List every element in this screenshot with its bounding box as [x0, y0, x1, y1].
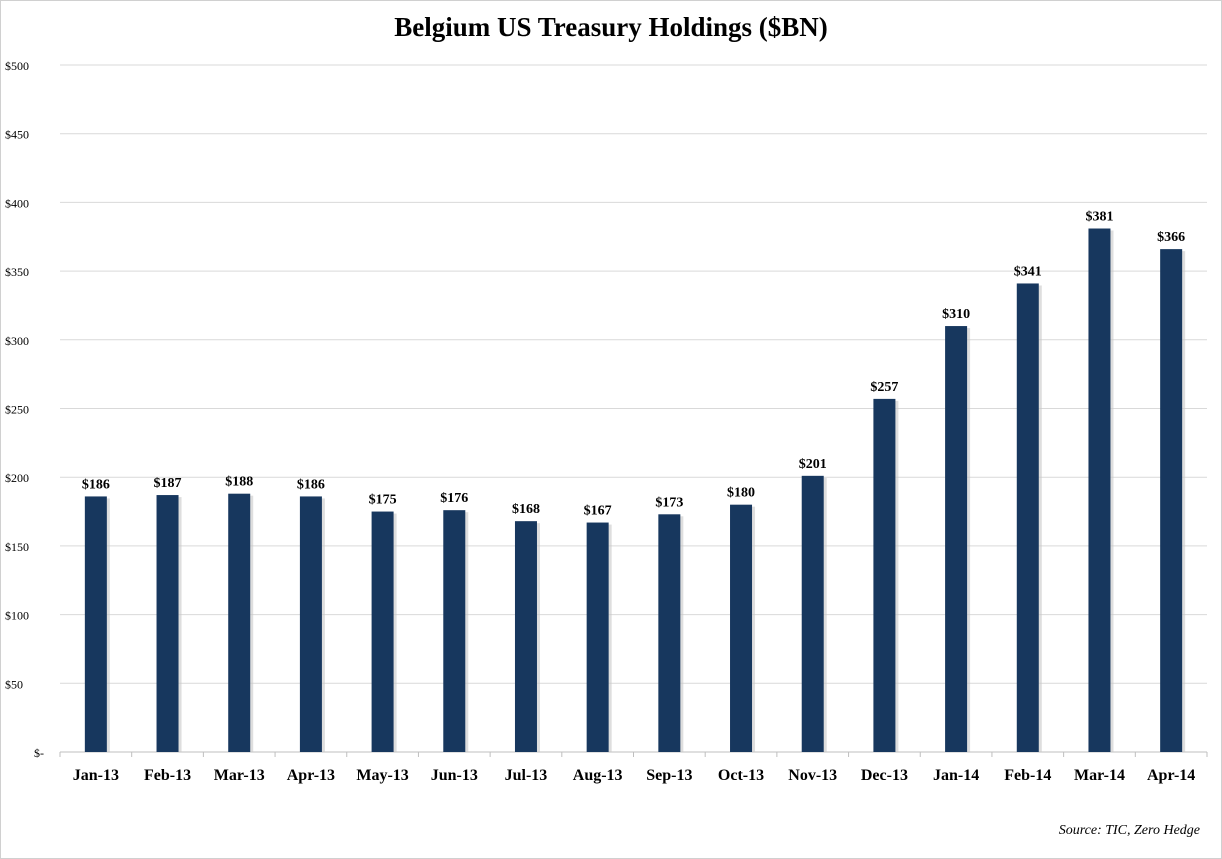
bar — [658, 514, 681, 752]
x-tick-label: Apr-14 — [1147, 767, 1195, 784]
data-label: $201 — [799, 457, 827, 472]
data-label: $180 — [727, 486, 755, 501]
bar — [1016, 283, 1039, 752]
data-label: $186 — [297, 477, 325, 492]
bar — [945, 326, 968, 752]
y-tick-label: $450 — [5, 128, 29, 142]
x-tick-label: Jan-14 — [933, 767, 979, 784]
bar — [156, 495, 179, 752]
x-tick-label: Sep-13 — [646, 767, 692, 784]
x-tick-label: Oct-13 — [718, 767, 764, 784]
bar — [1088, 228, 1111, 753]
data-label: $167 — [584, 504, 612, 519]
data-label: $188 — [225, 475, 253, 490]
chart-title: Belgium US Treasury Holdings ($BN) — [394, 12, 828, 42]
data-label: $310 — [942, 307, 970, 322]
x-tick-label: Jul-13 — [505, 767, 548, 784]
x-tick-label: May-13 — [356, 767, 408, 784]
x-tick-label: Jan-13 — [73, 767, 119, 784]
bar — [443, 510, 466, 752]
data-label: $341 — [1014, 264, 1042, 279]
y-tick-label: $- — [34, 746, 44, 760]
bar — [299, 496, 322, 752]
data-label: $186 — [82, 477, 110, 492]
x-tick-label: Dec-13 — [861, 767, 908, 784]
data-label: $176 — [440, 491, 468, 506]
y-tick-label: $100 — [5, 609, 29, 623]
bar — [873, 398, 896, 752]
x-tick-label: Aug-13 — [573, 767, 623, 784]
y-tick-label: $50 — [5, 677, 23, 691]
bar — [371, 511, 394, 752]
data-label: $187 — [154, 476, 182, 491]
bar — [84, 496, 107, 752]
x-tick-label: Feb-13 — [144, 767, 191, 784]
x-tick-label: Mar-14 — [1074, 767, 1125, 784]
data-label: $168 — [512, 502, 540, 517]
y-tick-label: $200 — [5, 471, 29, 485]
x-tick-label: Mar-13 — [214, 767, 265, 784]
data-label: $366 — [1157, 230, 1185, 245]
data-label: $175 — [369, 493, 397, 508]
bar — [586, 522, 609, 752]
data-label: $257 — [870, 380, 898, 395]
x-tick-label: Nov-13 — [788, 767, 837, 784]
bar — [801, 475, 824, 752]
y-tick-label: $350 — [5, 265, 29, 279]
x-tick-label: Feb-14 — [1004, 767, 1051, 784]
y-tick-label: $500 — [5, 59, 29, 73]
bar — [1160, 249, 1183, 752]
x-tick-label: Apr-13 — [287, 767, 335, 784]
x-tick-label: Jun-13 — [431, 767, 478, 784]
bar — [514, 521, 537, 752]
data-label: $173 — [655, 495, 683, 510]
source-note: Source: TIC, Zero Hedge — [1058, 823, 1200, 838]
y-tick-label: $300 — [5, 334, 29, 348]
y-tick-label: $400 — [5, 196, 29, 210]
bar — [730, 504, 753, 752]
y-tick-label: $250 — [5, 403, 29, 417]
bar — [228, 493, 251, 752]
y-tick-label: $150 — [5, 540, 29, 554]
data-label: $381 — [1085, 210, 1113, 225]
